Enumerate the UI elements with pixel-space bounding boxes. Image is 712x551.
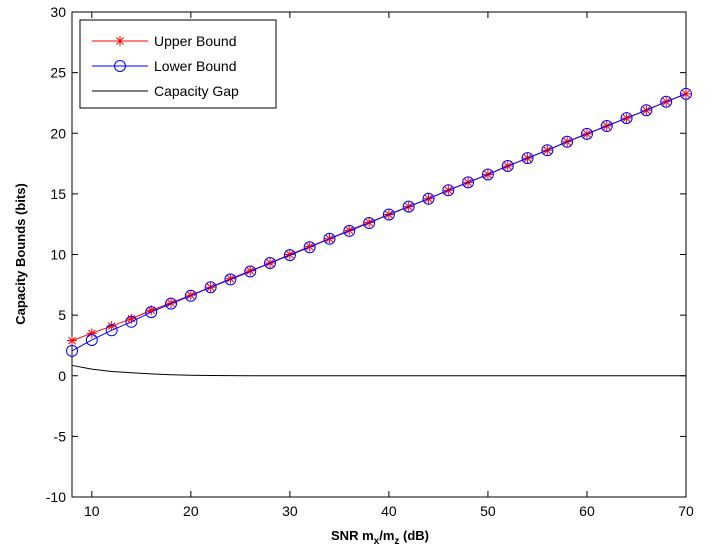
data-point-upper-bound-stroke xyxy=(305,242,314,251)
legend-label-upper-bound: Upper Bound xyxy=(154,33,237,49)
data-point-upper-bound-stroke xyxy=(345,226,354,235)
data-point-lower-bound xyxy=(303,241,316,254)
data-point-lower-bound xyxy=(66,344,78,357)
data-point-upper-bound-stroke xyxy=(186,291,195,299)
series-line-lower-bound xyxy=(71,93,687,352)
x-axis: 10 20 30 40 50 60 70 xyxy=(84,12,694,519)
data-point-upper-bound-stroke xyxy=(226,274,235,283)
y-tick-label: -10 xyxy=(46,489,66,505)
data-point-upper-bound xyxy=(225,273,236,284)
data-point-lower-bound xyxy=(363,216,376,229)
data-point-upper-bound xyxy=(304,241,315,252)
x-tick-label: 10 xyxy=(84,503,100,519)
data-point-lower-bound xyxy=(640,104,653,117)
data-point-upper-bound xyxy=(284,249,295,260)
data-point-upper-bound xyxy=(86,328,97,339)
data-point-upper-bound-stroke xyxy=(167,299,175,307)
x-axis-label: SNR mx/mz (dB) xyxy=(331,528,429,547)
legend: Upper Bound Lower Bound Capacity Gap xyxy=(79,19,277,109)
data-point-lower-bound xyxy=(125,315,138,328)
legend-marker-lower-bound xyxy=(114,60,126,72)
data-point-lower-bound xyxy=(244,265,257,278)
legend-marker-upper-bound xyxy=(115,36,125,46)
x-tick-label: 30 xyxy=(282,503,298,519)
data-point-lower-bound xyxy=(462,176,475,189)
data-point-upper-bound-stroke xyxy=(68,336,76,345)
data-point-lower-bound xyxy=(580,127,593,140)
data-point-lower-bound xyxy=(402,200,415,213)
y-tick-label: -5 xyxy=(54,428,67,444)
legend-label-capacity-gap: Capacity Gap xyxy=(154,83,239,99)
data-point-lower-bound xyxy=(680,87,692,100)
y-tick-label: 15 xyxy=(50,186,66,202)
data-point-lower-bound xyxy=(323,232,336,245)
data-point-lower-bound xyxy=(184,289,197,302)
data-point-upper-bound xyxy=(166,298,177,308)
data-point-upper-bound xyxy=(67,335,77,346)
series-lower-bound xyxy=(66,87,692,357)
y-tick-label: 10 xyxy=(50,247,66,263)
y-tick-label: 20 xyxy=(50,125,66,141)
data-point-lower-bound xyxy=(165,297,178,310)
data-point-lower-bound xyxy=(422,192,435,205)
data-point-upper-bound-stroke xyxy=(365,218,373,227)
legend-label-lower-bound: Lower Bound xyxy=(154,58,237,74)
data-point-lower-bound xyxy=(521,152,534,165)
series-capacity-gap xyxy=(71,364,686,377)
data-point-upper-bound xyxy=(364,217,375,228)
data-point-lower-bound xyxy=(501,159,514,172)
x-tick-label: 40 xyxy=(381,503,397,519)
data-point-upper-bound xyxy=(245,265,256,276)
data-point-lower-bound xyxy=(145,306,158,319)
x-tick-label: 50 xyxy=(480,503,496,519)
data-point-upper-bound-stroke xyxy=(246,267,255,275)
y-tick-label: 30 xyxy=(50,4,66,20)
series-layer xyxy=(66,87,692,377)
data-point-lower-bound xyxy=(85,333,98,346)
data-point-lower-bound xyxy=(481,168,494,181)
legend-box xyxy=(79,19,277,109)
data-point-lower-bound xyxy=(204,281,217,294)
legend-entry-upper-bound: Upper Bound xyxy=(92,33,237,49)
data-point-lower-bound xyxy=(382,208,395,221)
data-point-lower-bound xyxy=(561,135,574,148)
data-point-upper-bound-stroke xyxy=(286,250,294,259)
data-point-lower-bound xyxy=(442,184,455,197)
data-point-lower-bound xyxy=(660,95,673,108)
legend-entry-capacity-gap: Capacity Gap xyxy=(92,83,239,99)
legend-entry-lower-bound: Lower Bound xyxy=(92,58,237,74)
y-tick-label: 5 xyxy=(58,307,66,323)
data-point-upper-bound xyxy=(185,290,196,301)
x-tick-label: 60 xyxy=(579,503,595,519)
data-point-upper-bound xyxy=(344,225,355,236)
legend-marker-upper-bound-stroke xyxy=(116,37,124,45)
data-point-lower-bound xyxy=(224,273,237,286)
data-point-upper-bound-stroke xyxy=(147,306,156,315)
x-tick-label: 20 xyxy=(183,503,199,519)
y-tick-label: 0 xyxy=(58,368,66,384)
data-point-lower-bound xyxy=(600,119,613,132)
data-point-upper-bound-stroke xyxy=(107,322,116,330)
x-tick-label: 70 xyxy=(678,503,694,519)
y-axis-label: Capacity Bounds (bits) xyxy=(13,183,28,325)
data-point-upper-bound-stroke xyxy=(87,329,96,338)
data-point-lower-bound xyxy=(541,144,554,157)
data-point-lower-bound xyxy=(283,249,296,262)
series-line-capacity-gap xyxy=(71,364,686,377)
data-point-lower-bound xyxy=(620,112,633,125)
y-tick-label: 25 xyxy=(50,65,66,81)
data-point-lower-bound xyxy=(343,224,356,237)
data-point-lower-bound xyxy=(105,324,118,337)
data-point-lower-bound xyxy=(264,256,277,269)
